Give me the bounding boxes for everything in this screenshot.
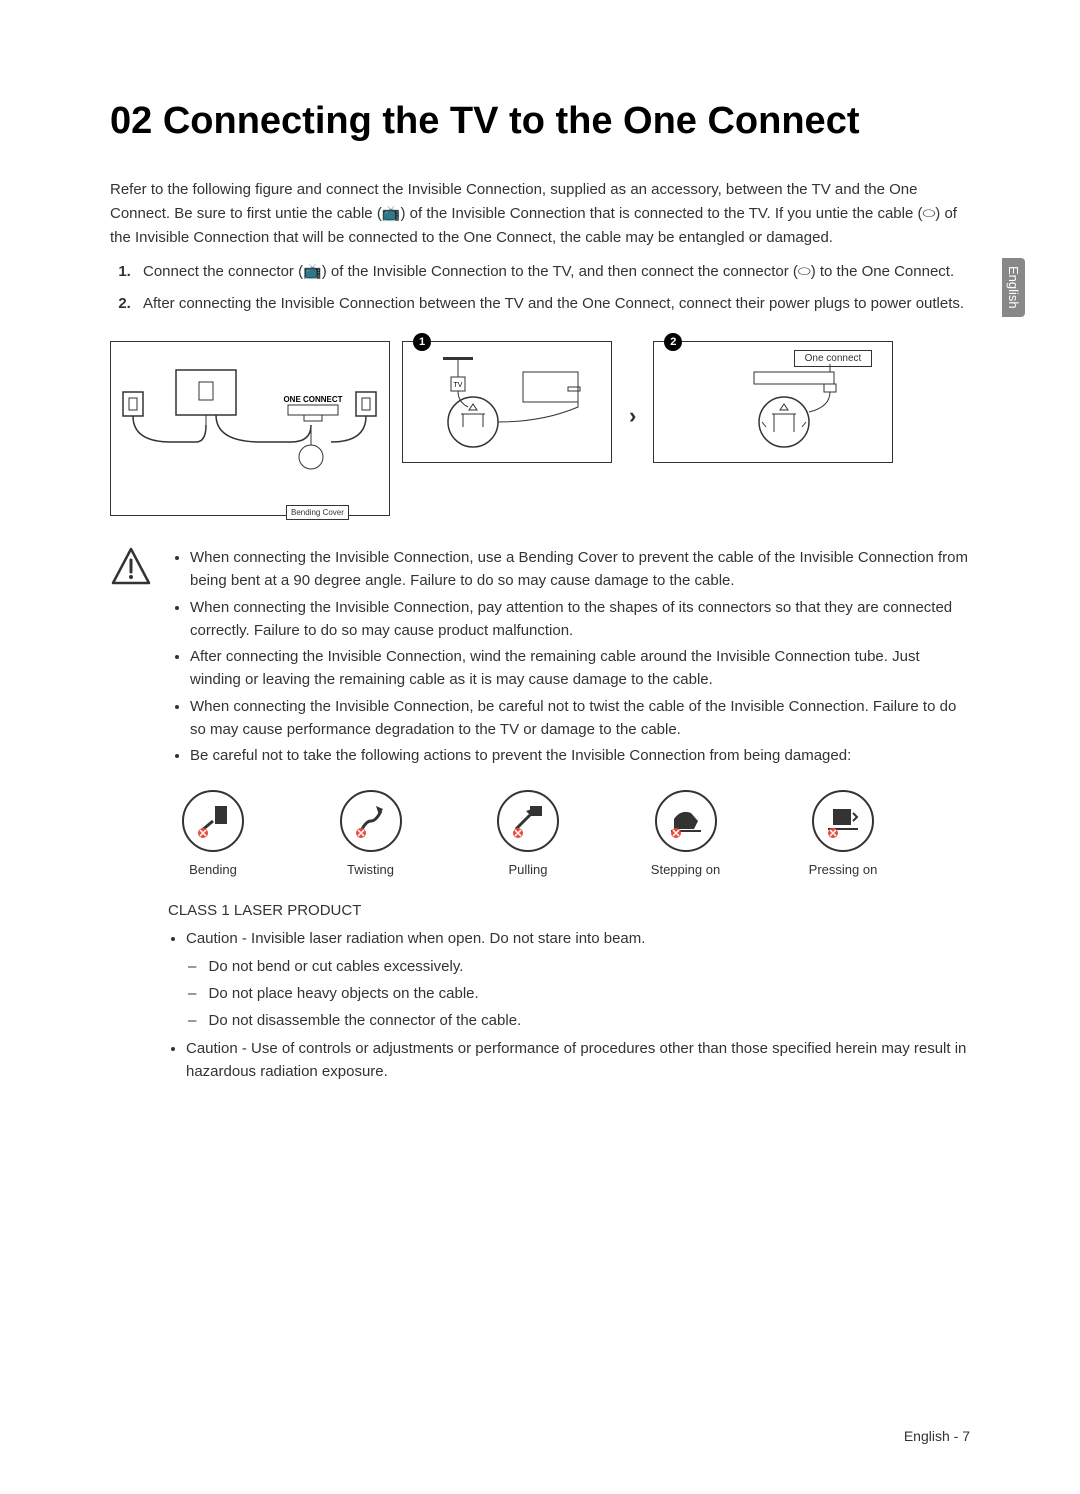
- action-label: Twisting: [326, 862, 416, 877]
- action-label: Stepping on: [641, 862, 731, 877]
- diagram-box-2: 1 TV: [402, 341, 612, 463]
- step-2: After connecting the Invisible Connectio…: [135, 292, 970, 316]
- svg-text:TV: TV: [454, 382, 463, 389]
- warning-icon: [110, 546, 152, 588]
- warning-item: When connecting the Invisible Connection…: [190, 546, 970, 593]
- pressing-icon: [812, 790, 874, 852]
- bending-icon: [182, 790, 244, 852]
- twisting-icon: [340, 790, 402, 852]
- action-pressing: Pressing on: [798, 790, 888, 877]
- action-label: Pulling: [483, 862, 573, 877]
- action-bending: Bending: [168, 790, 258, 877]
- laser-list: Caution - Invisible laser radiation when…: [186, 927, 970, 1083]
- laser-section: CLASS 1 LASER PRODUCT Caution - Invisibl…: [168, 902, 970, 1083]
- warning-content: When connecting the Invisible Connection…: [172, 546, 970, 770]
- action-label: Pressing on: [798, 862, 888, 877]
- laser-sub-item: Do not disassemble the connector of the …: [206, 1009, 970, 1033]
- laser-title: CLASS 1 LASER PRODUCT: [168, 902, 970, 919]
- warning-item: When connecting the Invisible Connection…: [190, 695, 970, 742]
- pulling-icon: [497, 790, 559, 852]
- warning-section: When connecting the Invisible Connection…: [110, 546, 970, 770]
- action-icons-row: Bending Twisting: [168, 790, 888, 877]
- laser-caution-1: Caution - Invisible laser radiation when…: [186, 927, 970, 1032]
- stepping-icon: [655, 790, 717, 852]
- bending-cover-label: Bending Cover: [286, 505, 349, 520]
- diagram-1-svg: ONE CONNECT: [121, 352, 381, 502]
- intro-paragraph: Refer to the following figure and connec…: [110, 178, 970, 250]
- steps-list: Connect the connector (📺) of the Invisib…: [135, 260, 970, 316]
- step-1: Connect the connector (📺) of the Invisib…: [135, 260, 970, 284]
- diagram-2-svg: TV: [413, 352, 603, 452]
- action-stepping: Stepping on: [641, 790, 731, 877]
- action-pulling: Pulling: [483, 790, 573, 877]
- warning-list: When connecting the Invisible Connection…: [190, 546, 970, 767]
- arrow-icon: ›: [624, 403, 641, 429]
- warning-item: After connecting the Invisible Connectio…: [190, 645, 970, 692]
- page-content: 02 Connecting the TV to the One Connect …: [0, 0, 1080, 1146]
- laser-sub-item: Do not bend or cut cables excessively.: [206, 955, 970, 979]
- action-label: Bending: [168, 862, 258, 877]
- page-heading: 02 Connecting the TV to the One Connect: [110, 100, 970, 143]
- action-twisting: Twisting: [326, 790, 416, 877]
- badge-2: 2: [664, 333, 682, 351]
- badge-1: 1: [413, 333, 431, 351]
- diagram-row: ONE CONNECT Bending Cover 1 TV: [110, 341, 970, 516]
- warning-item: Be careful not to take the following act…: [190, 744, 970, 767]
- diagram-3-svg: [664, 352, 884, 452]
- one-connect-top-label: One connect: [794, 350, 873, 367]
- laser-sublist: Do not bend or cut cables excessively. D…: [206, 955, 970, 1033]
- diagram-box-3: 2 One connect: [653, 341, 893, 463]
- laser-sub-item: Do not place heavy objects on the cable.: [206, 982, 970, 1006]
- page-footer: English - 7: [904, 1428, 970, 1444]
- laser-caution-2: Caution - Use of controls or adjustments…: [186, 1037, 970, 1084]
- diagram-box-1: ONE CONNECT Bending Cover: [110, 341, 390, 516]
- one-connect-text: ONE CONNECT: [283, 395, 342, 404]
- warning-item: When connecting the Invisible Connection…: [190, 596, 970, 643]
